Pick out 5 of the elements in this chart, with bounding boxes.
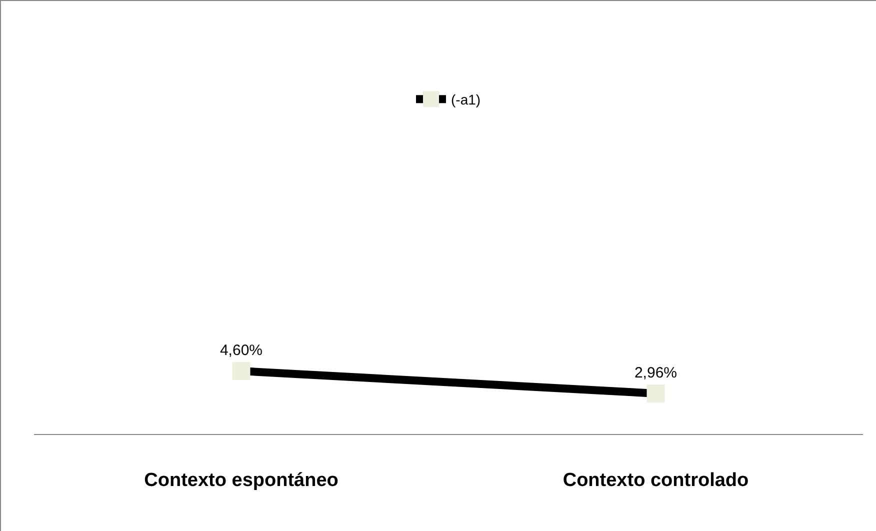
data-label: 2,96%: [634, 364, 678, 382]
x-tick-label: Contexto espontáneo: [144, 470, 338, 491]
x-tick-label: Contexto controlado: [562, 470, 749, 491]
legend-label: (-a1): [451, 92, 481, 108]
data-label: 4,60%: [220, 342, 263, 360]
